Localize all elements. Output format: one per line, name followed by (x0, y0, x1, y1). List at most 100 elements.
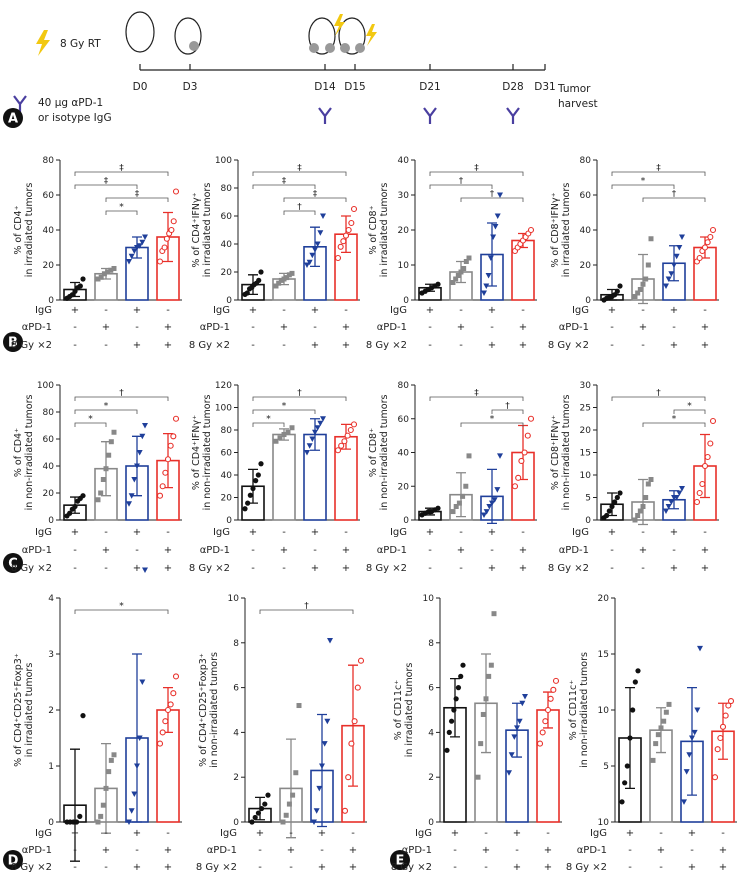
condition-sign: + (488, 340, 496, 351)
data-point (622, 780, 628, 786)
data-point (624, 763, 630, 769)
condition-sign: + (608, 305, 616, 316)
condition-label: IgG (213, 305, 230, 316)
bar-chart: 0 5 10 15 20 25 30 % of CD8⁺IFNγ⁺in non-irradia… (548, 381, 719, 574)
condition-sign: - (641, 305, 645, 316)
significance-label: † (297, 203, 302, 213)
y-tick-label: 20 (580, 426, 592, 436)
radiation-icon (366, 24, 377, 46)
condition-sign: - (490, 322, 494, 333)
data-point (167, 701, 174, 708)
significance-bracket (74, 171, 169, 176)
condition-sign: - (672, 322, 676, 333)
data-point (139, 433, 146, 440)
data-point (108, 439, 114, 445)
condition-sign: - (659, 828, 663, 839)
significance-bracket (642, 197, 706, 202)
bar-chart: 0 1 2 3 4 % of CD4⁺CD25⁺Foxp3⁺in irradiated t… (11, 567, 182, 873)
condition-sign: - (251, 563, 255, 574)
condition-sign: + (488, 563, 496, 574)
data-point (345, 226, 352, 234)
significance-bracket (259, 609, 354, 614)
condition-sign: - (104, 862, 108, 873)
data-point (707, 233, 714, 241)
data-point (106, 769, 112, 775)
y-tick-label: 40 (221, 240, 233, 250)
data-point (341, 438, 348, 445)
data-point (550, 686, 557, 693)
y-tick-label: 8 (428, 639, 434, 649)
data-point (497, 192, 503, 198)
y-axis-label-line: % of CD4⁺CD25⁺Foxp3⁺ (13, 653, 24, 767)
data-point (304, 450, 310, 456)
data-point (722, 712, 729, 719)
data-point (630, 707, 636, 713)
data-point (524, 432, 531, 439)
data-point (704, 453, 711, 461)
data-point (316, 785, 323, 792)
data-point (527, 226, 535, 234)
y-tick-label: 80 (398, 381, 410, 391)
y-axis-label-line: % of CD8⁺ (368, 205, 379, 254)
data-point (324, 718, 331, 725)
data-point (663, 508, 669, 514)
data-point (709, 226, 717, 234)
significance-bracket (105, 210, 138, 215)
condition-sign: + (164, 322, 172, 333)
data-point (258, 461, 264, 467)
data-point (304, 262, 310, 268)
condition-sign: - (459, 340, 463, 351)
data-point (521, 449, 528, 456)
data-point (490, 234, 497, 240)
data-point (491, 497, 498, 503)
condition-label: 8 Gy ×2 (391, 862, 432, 873)
condition-label: IgG (390, 305, 407, 316)
data-point (334, 254, 342, 262)
condition-label: αPD-1 (22, 322, 52, 333)
condition-label: αPD-1 (402, 845, 432, 856)
significance-label: ‡ (656, 164, 661, 174)
condition-label: αPD-1 (22, 545, 52, 556)
condition-label: αPD-1 (577, 845, 607, 856)
data-point (95, 497, 101, 503)
error-bar (638, 253, 648, 305)
condition-label: αPD-1 (22, 845, 52, 856)
significance-bracket (611, 396, 706, 401)
data-point (128, 493, 135, 499)
data-point (511, 483, 519, 490)
y-tick-label: 80 (221, 184, 233, 194)
condition-sign: + (164, 845, 172, 856)
data-point (312, 429, 318, 436)
condition-sign: - (258, 845, 262, 856)
data-point (161, 244, 168, 251)
data-point (319, 763, 325, 769)
data-point (344, 432, 351, 439)
data-point (508, 752, 515, 758)
data-point (483, 509, 490, 515)
error-bar (487, 222, 497, 287)
data-point (306, 443, 313, 449)
condition-sign: + (519, 322, 527, 333)
condition-label: 8 Gy ×2 (11, 340, 52, 351)
condition-sign: + (164, 563, 172, 574)
significance-label: * (266, 415, 271, 425)
data-point (341, 807, 349, 814)
data-point (435, 281, 441, 287)
y-tick-label: 0 (403, 296, 409, 306)
data-point (689, 735, 695, 741)
significance-bracket (611, 184, 675, 189)
data-point (635, 668, 641, 674)
data-point (273, 283, 279, 289)
significance-label: * (282, 402, 287, 412)
significance-label: ‡ (282, 177, 287, 187)
data-point (244, 290, 250, 296)
condition-label: 8 Gy ×2 (566, 862, 607, 873)
data-point (686, 752, 693, 758)
condition-sign: - (104, 340, 108, 351)
condition-sign: + (670, 305, 678, 316)
data-point (516, 718, 523, 725)
condition-sign: - (251, 545, 255, 556)
y-tick-label: 5 (603, 762, 609, 772)
